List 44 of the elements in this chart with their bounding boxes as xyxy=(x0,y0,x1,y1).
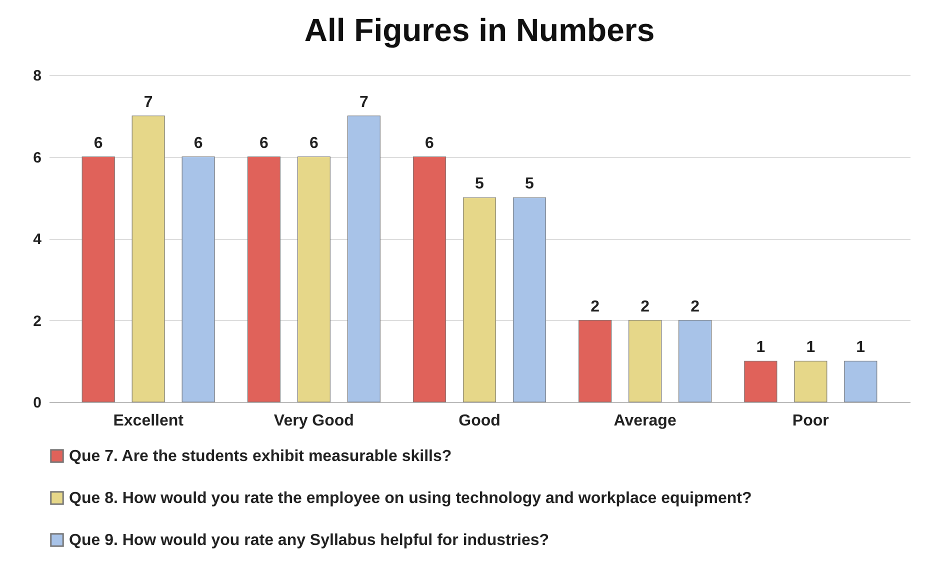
data-label: 6 xyxy=(94,134,103,152)
legend-label: Que 9. How would you rate any Syllabus helpful for industries? xyxy=(69,532,550,549)
legend-label: Que 8. How would you rate the employee on using technology and workplace equipment? xyxy=(69,490,752,507)
bar xyxy=(412,156,446,402)
bar xyxy=(512,197,546,402)
x-tick-label: Very Good xyxy=(274,412,354,430)
bar xyxy=(578,320,612,402)
bar xyxy=(794,360,828,402)
data-label: 5 xyxy=(525,176,534,193)
data-label: 6 xyxy=(309,134,318,152)
y-tick-label: 8 xyxy=(33,68,42,84)
data-label: 1 xyxy=(806,339,816,356)
data-label: 6 xyxy=(259,134,268,152)
bar xyxy=(132,116,165,402)
data-label: 1 xyxy=(856,339,866,356)
data-label: 1 xyxy=(756,339,766,356)
legend-label: Que 7. Are the students exhibit measurable skills? xyxy=(69,448,452,465)
chart-title: All Figures in Numbers xyxy=(304,12,655,48)
data-label: 2 xyxy=(690,298,700,316)
bar xyxy=(844,360,878,402)
data-label: 6 xyxy=(194,134,203,152)
bar xyxy=(744,360,778,402)
bar xyxy=(347,116,380,402)
x-tick-label: Average xyxy=(614,412,676,430)
bar xyxy=(678,320,712,402)
bar xyxy=(82,156,115,402)
data-label: 6 xyxy=(425,134,434,152)
x-tick-label: Good xyxy=(458,412,500,430)
data-label: 2 xyxy=(640,298,650,316)
x-tick-label: Excellent xyxy=(113,412,184,430)
y-tick-label: 6 xyxy=(33,149,42,166)
y-tick-label: 2 xyxy=(33,312,42,330)
bar xyxy=(182,156,215,402)
bar xyxy=(628,320,662,402)
data-label: 7 xyxy=(359,94,368,111)
bar xyxy=(462,197,496,402)
y-tick-label: 0 xyxy=(33,394,42,412)
y-tick-label: 4 xyxy=(33,231,42,248)
data-label: 5 xyxy=(475,176,484,193)
bar xyxy=(247,156,280,402)
data-label: 2 xyxy=(590,298,600,316)
data-label: 7 xyxy=(144,94,153,111)
bar xyxy=(297,156,330,402)
x-tick-label: Poor xyxy=(792,412,829,430)
